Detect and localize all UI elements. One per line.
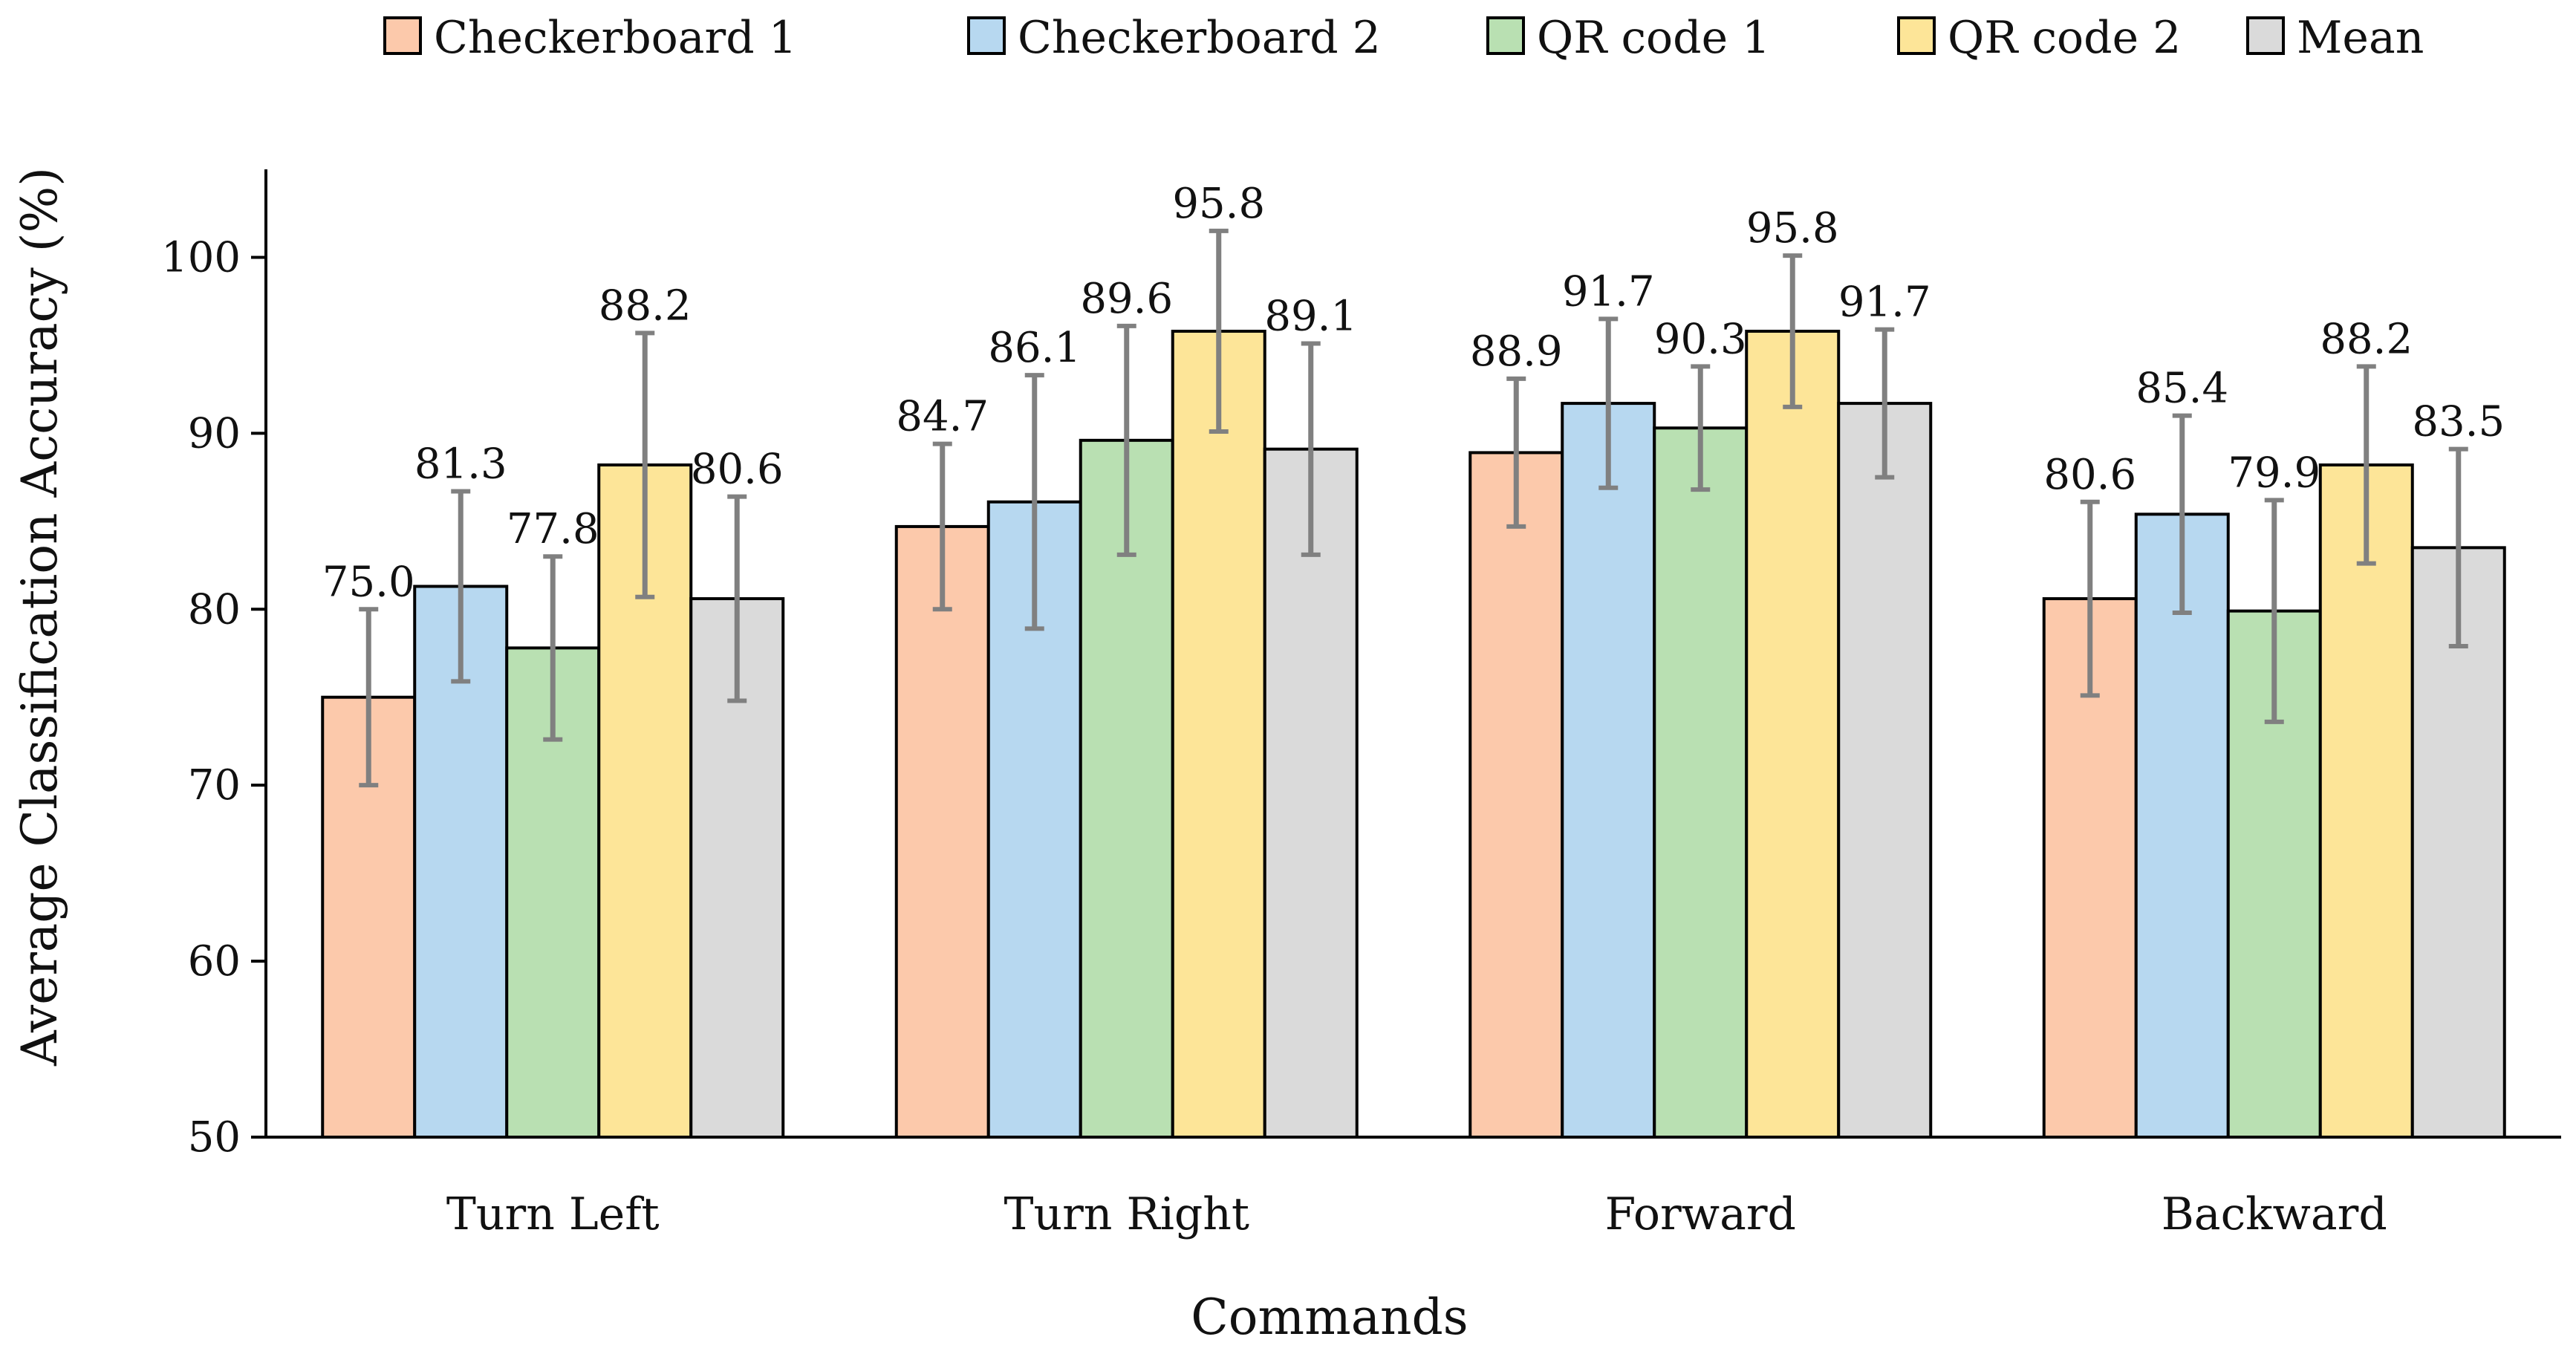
data-label: 95.8: [1172, 180, 1265, 228]
data-label: 89.1: [1264, 293, 1357, 341]
legend-label: Mean: [2297, 12, 2424, 64]
x-tick-label: Forward: [1605, 1188, 1796, 1240]
y-axis-title: Average Classification Accuracy (%): [11, 167, 68, 1067]
y-tick-label: 80: [188, 585, 241, 634]
bar: [1263, 447, 1359, 1139]
data-label: 79.9: [2228, 449, 2320, 497]
legend-swatch: [967, 16, 1006, 55]
y-tick-label: 60: [188, 937, 241, 986]
x-tick-label: Turn Left: [446, 1188, 660, 1240]
data-label: 88.9: [1470, 328, 1563, 376]
bar: [689, 597, 785, 1139]
data-label: 89.6: [1080, 275, 1173, 323]
data-label: 88.2: [599, 281, 692, 330]
legend-swatch: [1486, 16, 1525, 55]
bar: [1653, 426, 1749, 1139]
data-label: 85.4: [2136, 365, 2228, 413]
data-label: 84.7: [896, 393, 989, 441]
legend-label: Checkerboard 1: [434, 12, 797, 64]
plot-area: 50 60 70 80 90 100 75.0 81.377.8 88.2 80.6 Turn Le…: [161, 169, 2561, 1240]
y-tick-label: 90: [188, 409, 241, 458]
x-tick-label: Turn Right: [1004, 1188, 1249, 1240]
bar: [1837, 402, 1933, 1139]
bar: [1745, 329, 1841, 1139]
data-label: 91.7: [1838, 279, 1931, 327]
data-label: 95.8: [1746, 204, 1839, 253]
bar: [1171, 329, 1266, 1139]
legend-swatch: [1897, 16, 1936, 55]
y-tick-label: 70: [188, 761, 241, 810]
bar: [2318, 463, 2414, 1139]
data-label: 75.0: [322, 558, 415, 606]
bar: [1468, 451, 1564, 1139]
data-label: 81.3: [414, 440, 507, 489]
bar: [894, 524, 990, 1139]
legend-label: QR code 1: [1537, 12, 1770, 64]
legend-swatch: [2246, 16, 2285, 55]
data-label: 83.5: [2412, 398, 2505, 446]
legend-label: Checkerboard 2: [1018, 12, 1381, 64]
bar: [1561, 402, 1656, 1139]
legend: Checkerboard 1 Checkerboard 2 QR code 1 QR …: [383, 12, 2424, 64]
x-tick-label: Backward: [2162, 1188, 2387, 1240]
data-label: 88.2: [2320, 315, 2413, 363]
data-label: 91.7: [1562, 267, 1655, 316]
legend-label: QR code 2: [1948, 12, 2181, 64]
legend-swatch: [383, 16, 422, 55]
data-label: 77.8: [507, 505, 599, 553]
data-label: 90.3: [1654, 315, 1747, 363]
data-label: 80.6: [691, 446, 784, 494]
bar: [2134, 512, 2230, 1139]
x-axis-title: Commands: [1191, 1289, 1468, 1346]
y-tick-label: 50: [188, 1113, 241, 1162]
y-tick-label: 100: [161, 233, 241, 281]
data-label: 86.1: [988, 324, 1081, 372]
data-label: 80.6: [2043, 451, 2136, 499]
